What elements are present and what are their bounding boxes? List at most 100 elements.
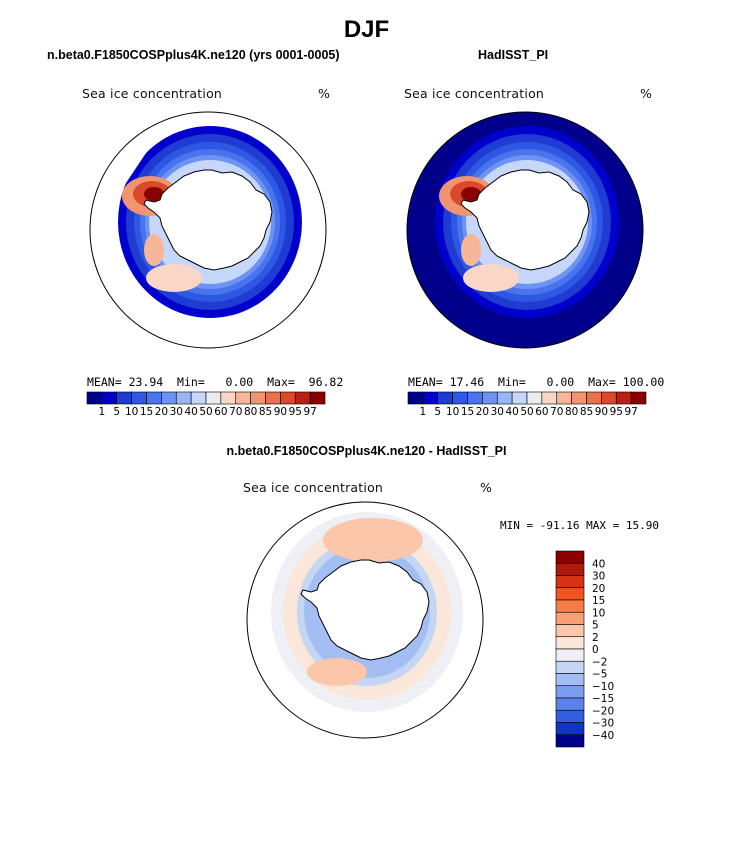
panel2-field-label: Sea ice concentration (404, 86, 545, 101)
colorbar-tick-label: 50 (520, 406, 533, 418)
panel3-map (246, 501, 484, 739)
colorbar-swatch (422, 391, 439, 405)
diff-ross-patch (307, 658, 367, 686)
colorbar-swatch (555, 673, 585, 687)
mean-label: MEAN= (87, 375, 122, 389)
min-label: Min= (498, 375, 526, 389)
colorbar-tick-label: 30 (592, 571, 605, 583)
colorbar-tick-label: 10 (125, 406, 138, 418)
mean-label: MEAN= (408, 375, 443, 389)
max-label: Max= (267, 375, 295, 389)
min-value: 0.00 (225, 375, 254, 389)
mean-value: 17.46 (449, 375, 485, 389)
colorbar-swatch (496, 391, 513, 405)
colorbar-swatch (555, 685, 585, 699)
antarctica-coastline (300, 559, 430, 661)
colorbar-swatch (175, 391, 192, 405)
panel1-colorbar: 1 5 10 15 20 30 40 50 60 70 80 85 90 95 97 (86, 391, 326, 418)
panel2-title: HadISST_PI (478, 48, 549, 62)
colorbar-swatch (205, 391, 222, 405)
colorbar-tick-label: 95 (610, 406, 623, 418)
colorbar-tick-label: 70 (550, 406, 563, 418)
season-title: DJF (343, 16, 390, 43)
ross-ice-patch (146, 264, 202, 292)
colorbar-swatch (146, 391, 162, 405)
colorbar-tick-label: 70 (229, 406, 242, 418)
colorbar-swatch (250, 391, 266, 405)
colorbar-swatch (467, 391, 483, 405)
colorbar-swatch (555, 722, 585, 736)
panel1-title: n.beta0.F1850COSPplus4K.ne120 (yrs 0001-… (47, 48, 340, 62)
colorbar-tick-label: 5 (592, 620, 599, 632)
colorbar-tick-label: −5 (592, 669, 607, 681)
colorbar-swatch (541, 391, 558, 405)
panel3-field-label: Sea ice concentration (243, 480, 384, 495)
colorbar-swatch (555, 709, 585, 723)
panel1-field-label: Sea ice concentration (82, 86, 223, 101)
colorbar-swatch (556, 391, 572, 405)
colorbar-swatch (571, 391, 587, 405)
colorbar-swatch (555, 624, 585, 638)
antarctica-coastline (460, 169, 590, 271)
colorbar-swatch (555, 660, 585, 674)
colorbar-tick-label: 30 (491, 406, 504, 418)
colorbar-swatch (555, 734, 585, 748)
panel1-map (89, 111, 327, 349)
panel3-units: % (480, 480, 493, 495)
colorbar-swatch (190, 391, 207, 405)
colorbar-swatch (555, 648, 585, 662)
colorbar-swatch (555, 611, 585, 625)
colorbar-tick-label: 85 (580, 406, 593, 418)
colorbar-tick-label: 30 (170, 406, 183, 418)
colorbar-swatch (555, 599, 585, 613)
colorbar-tick-label: −2 (592, 656, 607, 668)
colorbar-tick-label: 20 (476, 406, 489, 418)
max-label: Max= (588, 375, 616, 389)
colorbar-swatch (309, 391, 326, 405)
colorbar-tick-label: −15 (592, 693, 614, 705)
panel2-colorbar: 1 5 10 15 20 30 40 50 60 70 80 85 90 95 97 (407, 391, 647, 418)
colorbar-tick-label: 80 (244, 406, 257, 418)
colorbar-swatch (555, 562, 585, 576)
colorbar-swatch (116, 391, 132, 405)
colorbar-tick-label: 2 (592, 632, 599, 644)
colorbar-swatch (280, 391, 296, 405)
panel2-units: % (640, 86, 653, 101)
colorbar-swatch (235, 391, 251, 405)
amundsen-ice-patch (461, 234, 481, 266)
colorbar-tick-label: 10 (446, 406, 459, 418)
colorbar-tick-label: 97 (303, 406, 316, 418)
colorbar-swatch (407, 391, 424, 405)
colorbar-swatch (555, 550, 585, 564)
colorbar-tick-label: 97 (624, 406, 637, 418)
colorbar-swatch (131, 391, 147, 405)
colorbar-tick-label: 60 (214, 406, 227, 418)
colorbar-swatch (101, 391, 118, 405)
colorbar-swatch (161, 391, 177, 405)
antarctica-coastline (143, 169, 273, 271)
max-value: 96.82 (308, 375, 344, 389)
colorbar-tick-label: 60 (535, 406, 548, 418)
colorbar-tick-label: −30 (592, 718, 614, 730)
colorbar-tick-label: 10 (592, 607, 605, 619)
colorbar-tick-label: −20 (592, 705, 614, 717)
colorbar-swatch (555, 697, 585, 711)
colorbar-tick-label: 15 (140, 406, 153, 418)
colorbar-tick-label: 80 (565, 406, 578, 418)
colorbar-tick-label: −40 (592, 730, 614, 742)
panel2-stats: MEAN= 17.46 Min= 0.00 Max= 100.00 (408, 375, 664, 389)
map-boundary (406, 111, 644, 349)
colorbar-swatch (220, 391, 237, 405)
colorbar-tick-label: 5 (113, 406, 120, 418)
colorbar-swatch (601, 391, 617, 405)
colorbar-tick-label: 20 (592, 583, 605, 595)
colorbar-tick-label: 15 (461, 406, 474, 418)
panel1-stats: MEAN= 23.94 Min= 0.00 Max= 96.82 (87, 375, 343, 389)
min-value: 0.00 (546, 375, 575, 389)
colorbar-swatch (555, 575, 585, 589)
amundsen-ice-patch (144, 234, 164, 266)
colorbar-tick-label: 20 (155, 406, 168, 418)
colorbar-tick-label: 85 (259, 406, 272, 418)
colorbar-swatch (294, 391, 311, 405)
panel1-units: % (318, 86, 331, 101)
